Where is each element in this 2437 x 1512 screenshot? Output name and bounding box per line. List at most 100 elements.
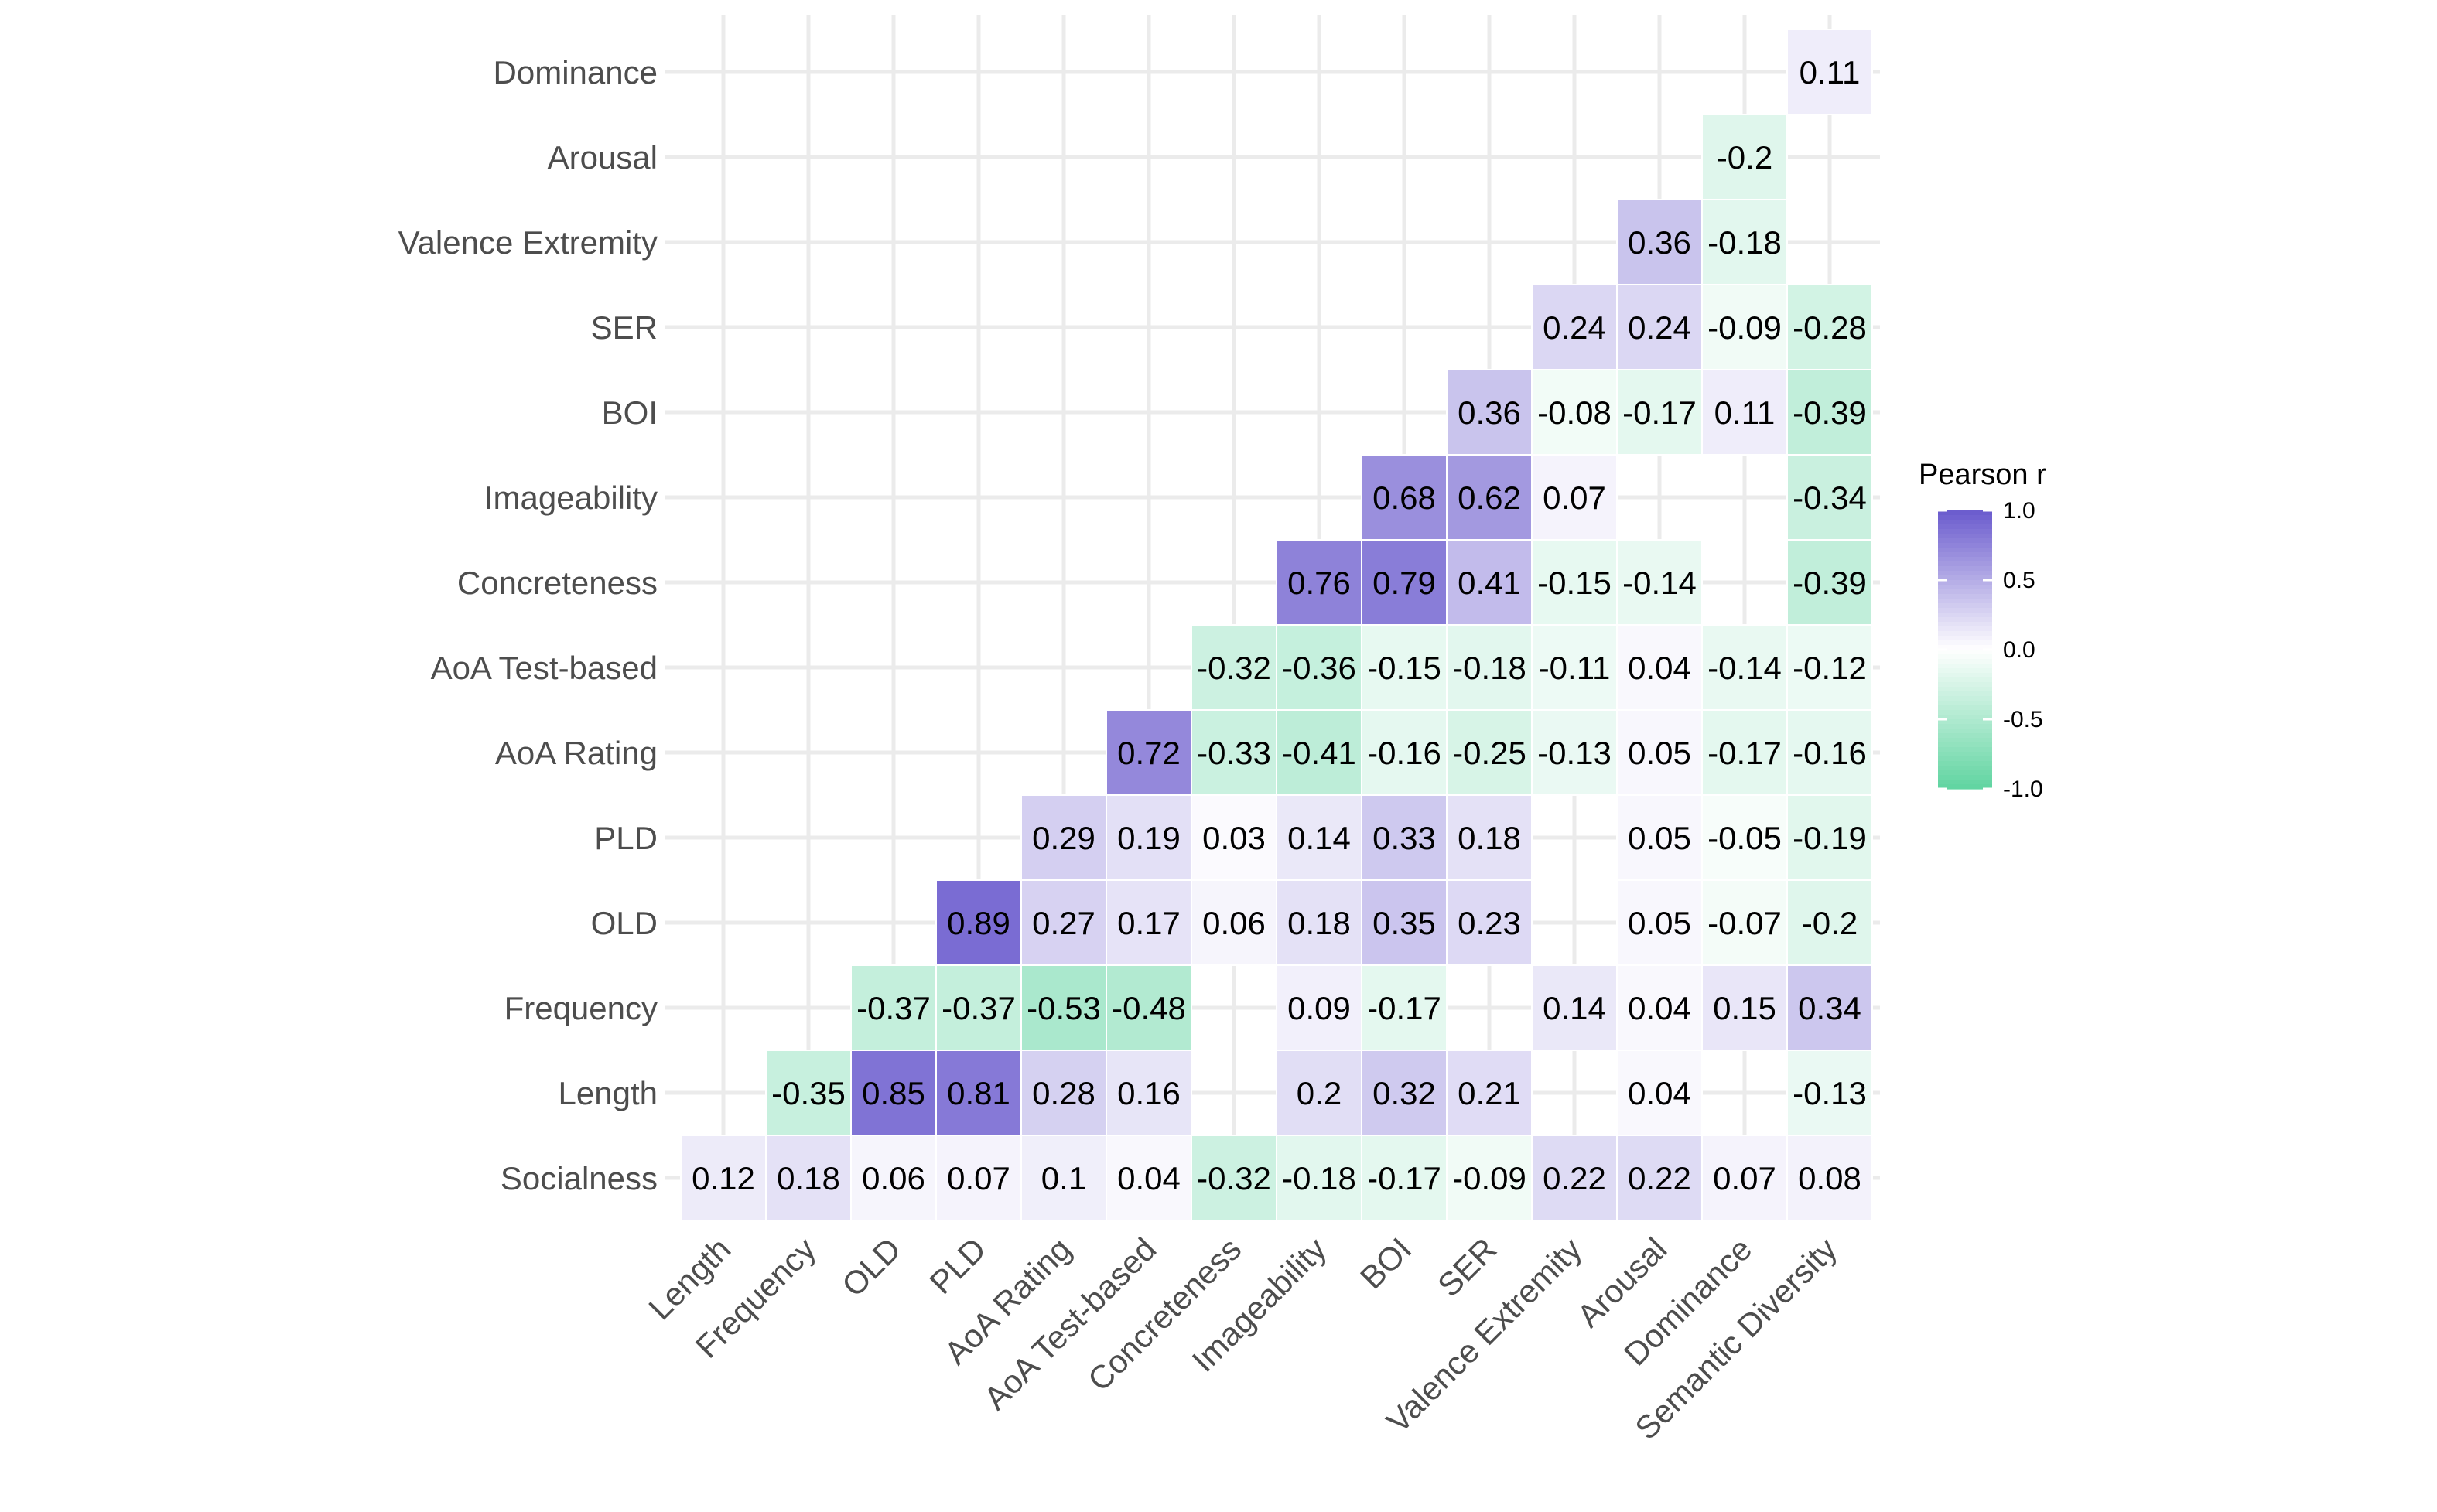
heatmap-cell (1616, 199, 1703, 285)
heatmap-cell (1701, 794, 1788, 881)
cell-value-label: -0.13 (1537, 735, 1612, 771)
cell-value-label: 0.27 (1032, 905, 1095, 941)
legend-color-step (1938, 608, 1992, 613)
tile-layer (680, 29, 1873, 1221)
cell-value-label: 0.05 (1628, 820, 1691, 856)
y-tick-label: Length (559, 1075, 658, 1111)
cell-value-label: -0.08 (1537, 394, 1612, 431)
cell-value-label: -0.14 (1707, 650, 1782, 686)
cell-value-label: 0.05 (1628, 735, 1691, 771)
legend-color-step (1938, 701, 1992, 706)
cell-value-label: -0.28 (1793, 309, 1867, 346)
heatmap-cell (850, 1050, 937, 1136)
y-tick-label: Dominance (494, 54, 658, 90)
legend-color-step (1938, 733, 1992, 739)
heatmap-cell (1786, 964, 1873, 1051)
cell-value-label: 0.29 (1032, 820, 1095, 856)
cell-value-label: 0.06 (1202, 905, 1266, 941)
legend-color-step (1938, 534, 1992, 539)
cell-value-label: 0.85 (862, 1075, 925, 1111)
legend-tick-label: -0.5 (2003, 707, 2043, 732)
heatmap-cell (1106, 1050, 1192, 1136)
cell-value-label: 0.62 (1458, 480, 1521, 516)
cell-value-label: -0.15 (1537, 565, 1612, 601)
cell-value-label: 0.14 (1287, 820, 1351, 856)
cell-value-label: -0.32 (1197, 650, 1271, 686)
heatmap-cell (1020, 794, 1107, 881)
legend-color-step (1938, 636, 1992, 641)
heatmap-cell (1786, 539, 1873, 626)
heatmap-cell (1701, 114, 1788, 200)
heatmap-cell (765, 1135, 852, 1221)
cell-value-label: 0.14 (1543, 990, 1606, 1026)
cell-value-label: 0.07 (1713, 1160, 1776, 1196)
cell-value-label: -0.35 (771, 1075, 846, 1111)
heatmap-cell (1701, 199, 1788, 285)
cell-value-label: 0.11 (1800, 54, 1861, 90)
heatmap-cell (1786, 1135, 1873, 1221)
heatmap-cell (935, 964, 1022, 1051)
heatmap-cell (1786, 794, 1873, 881)
legend-color-step (1938, 780, 1992, 785)
heatmap-cell (1531, 709, 1618, 796)
heatmap-cell (1276, 964, 1362, 1051)
cell-value-label: -0.39 (1793, 394, 1867, 431)
legend-color-step (1938, 645, 1992, 650)
y-tick-label: Arousal (548, 139, 658, 176)
heatmap-cell (765, 1050, 852, 1136)
y-tick-label: SER (591, 309, 658, 346)
legend-color-step (1938, 682, 1992, 688)
heatmap-cell (1616, 1050, 1703, 1136)
heatmap-cell (1361, 454, 1448, 541)
cell-value-label: 0.41 (1458, 565, 1521, 601)
cell-value-label: -0.2 (1802, 905, 1858, 941)
heatmap-cell (1276, 1050, 1362, 1136)
legend-color-step (1938, 766, 1992, 771)
cell-value-label: 0.2 (1297, 1075, 1342, 1111)
y-tick-label: Frequency (504, 990, 658, 1026)
cell-value-label: 0.04 (1628, 990, 1691, 1026)
heatmap-cell (1616, 794, 1703, 881)
legend-color-step (1938, 589, 1992, 595)
legend-color-step (1938, 729, 1992, 734)
legend-color-step (1938, 571, 1992, 576)
cell-value-label: -0.17 (1367, 1160, 1441, 1196)
heatmap-cell (1191, 794, 1277, 881)
x-tick-label: PLD (922, 1230, 993, 1301)
heatmap-cell (1701, 369, 1788, 456)
legend-title: Pearson r (1919, 459, 2046, 491)
heatmap-cell (1276, 794, 1362, 881)
legend-color-step (1938, 566, 1992, 572)
heatmap-cell (1106, 964, 1192, 1051)
heatmap-cell (1786, 624, 1873, 711)
legend-color-step (1938, 775, 1992, 780)
heatmap-cell (1701, 624, 1788, 711)
heatmap-cell (1531, 1135, 1618, 1221)
cell-value-label: -0.48 (1112, 990, 1186, 1026)
cell-value-label: -0.53 (1027, 990, 1101, 1026)
heatmap-cell (1361, 1050, 1448, 1136)
cell-value-label: 0.18 (1287, 905, 1351, 941)
cell-value-label: -0.09 (1707, 309, 1782, 346)
legend-color-step (1938, 696, 1992, 701)
cell-value-label: 0.23 (1458, 905, 1521, 941)
heatmap-cell (1446, 1135, 1533, 1221)
legend-color-step (1938, 575, 1992, 581)
legend-color-step (1938, 687, 1992, 692)
y-tick-label: PLD (594, 820, 658, 856)
y-tick-label: AoA Test-based (431, 650, 658, 686)
legend-tick-label: 0.0 (2003, 637, 2035, 663)
heatmap-cell (1616, 1135, 1703, 1221)
heatmap-cell (1276, 539, 1362, 626)
legend-color-step (1938, 594, 1992, 599)
cell-value-label: 0.09 (1287, 990, 1351, 1026)
legend-color-step (1938, 742, 1992, 748)
cell-value-label: 0.11 (1714, 394, 1776, 431)
legend-color-step (1938, 710, 1992, 715)
cell-value-label: 0.24 (1628, 309, 1691, 346)
legend-color-step (1938, 561, 1992, 567)
x-tick-label: SER (1430, 1230, 1503, 1303)
legend-ticks: 1.0 0.5 0.0 -0.5 -1.0 (1938, 498, 2043, 802)
cell-value-label: 0.22 (1543, 1160, 1606, 1196)
